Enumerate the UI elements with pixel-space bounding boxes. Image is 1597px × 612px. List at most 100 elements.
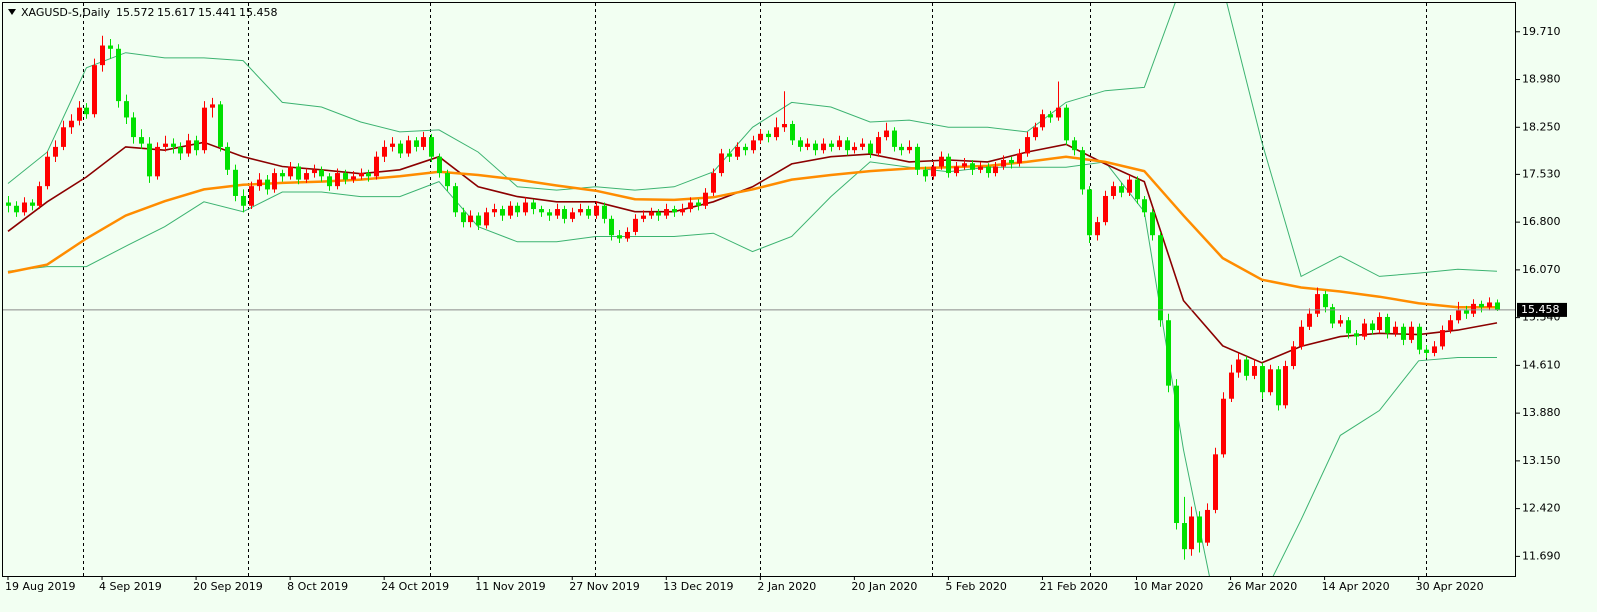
candle-body xyxy=(523,202,528,213)
candle-body xyxy=(735,146,740,157)
header-close: 15.458 xyxy=(239,6,278,19)
price-label-box xyxy=(1517,302,1567,317)
candle-body xyxy=(84,107,89,115)
candle-body xyxy=(978,166,983,170)
candle-body xyxy=(288,166,293,177)
candle-body xyxy=(860,143,865,147)
candle-body xyxy=(202,107,207,151)
candle-body xyxy=(876,137,881,154)
candle-body xyxy=(116,48,121,102)
candle-body xyxy=(1338,320,1343,324)
candle-body xyxy=(821,143,826,151)
candle-body xyxy=(570,212,575,219)
candle-body xyxy=(931,166,936,177)
indicator-line xyxy=(7,3,1498,278)
candle-body xyxy=(562,209,567,219)
candle-body xyxy=(241,195,246,206)
candle-body xyxy=(1323,294,1328,308)
price-label: 15.458 xyxy=(1521,303,1560,316)
candle-body xyxy=(656,212,661,216)
candle-body xyxy=(100,45,105,66)
candle-body xyxy=(1040,114,1045,128)
candle-body xyxy=(664,209,669,216)
candle-body xyxy=(461,212,466,223)
candle-body xyxy=(899,146,904,151)
indicator-line xyxy=(7,155,1497,309)
candle-body xyxy=(155,146,160,177)
candle-body xyxy=(555,209,560,216)
candle-body xyxy=(743,146,748,151)
candle-body xyxy=(233,169,238,196)
candle-body xyxy=(1276,369,1281,406)
candle-body xyxy=(868,143,873,154)
candle-body xyxy=(727,153,732,157)
candle-body xyxy=(986,166,991,174)
candle-body xyxy=(1307,313,1312,327)
y-tick-label: 12.420 xyxy=(1522,502,1561,515)
plot-area xyxy=(3,3,1515,576)
candle-body xyxy=(1182,523,1187,550)
symbol-title: XAGUSD-S,Daily xyxy=(21,6,111,19)
candle-body xyxy=(680,209,685,213)
candle-body xyxy=(437,156,442,174)
candle-body xyxy=(1456,310,1461,321)
candle-body xyxy=(1440,330,1445,347)
candle-body xyxy=(641,215,646,219)
candle-body xyxy=(343,173,348,180)
candle-body xyxy=(304,173,309,180)
candle-body xyxy=(1432,346,1437,353)
candle-body xyxy=(884,130,889,138)
x-tick-label: 14 Apr 2020 xyxy=(1322,580,1390,593)
candle-body xyxy=(1370,323,1375,331)
candle-body xyxy=(108,45,113,49)
candle-body xyxy=(1393,326,1398,334)
candle-body xyxy=(751,140,756,151)
candle-body xyxy=(218,104,223,147)
candle-body xyxy=(1033,127,1038,138)
candle-body xyxy=(1150,212,1155,236)
candle-body xyxy=(1127,179,1132,193)
candle-body xyxy=(1166,320,1171,386)
candle-body xyxy=(711,173,716,193)
candle-body xyxy=(1174,385,1179,524)
candle-body xyxy=(954,166,959,174)
candle-body xyxy=(37,186,42,206)
candle-body xyxy=(915,146,920,170)
menu-triangle[interactable] xyxy=(8,9,16,15)
candle-body xyxy=(547,212,552,216)
candle-body xyxy=(1354,333,1359,337)
x-tick-label: 11 Nov 2019 xyxy=(475,580,545,593)
candle-body xyxy=(1401,326,1406,340)
candle-body xyxy=(1158,235,1163,321)
y-tick-label: 16.800 xyxy=(1522,215,1561,228)
candle-body xyxy=(1291,346,1296,367)
candle-body xyxy=(625,231,630,239)
candle-body xyxy=(515,205,520,213)
candle-body xyxy=(1025,137,1030,154)
candle-body xyxy=(476,215,481,226)
x-tick-label: 5 Feb 2020 xyxy=(945,580,1006,593)
candle-body xyxy=(210,104,215,108)
candle-body xyxy=(1424,349,1429,353)
candle-body xyxy=(696,202,701,206)
candle-body xyxy=(366,173,371,177)
candle-body xyxy=(939,156,944,167)
header-low: 15.441 xyxy=(198,6,237,19)
x-tick-label: 13 Dec 2019 xyxy=(663,580,733,593)
candle-body xyxy=(946,156,951,174)
candle-body xyxy=(1377,316,1382,331)
candle-body xyxy=(53,146,58,157)
y-tick-label: 14.610 xyxy=(1522,358,1561,371)
y-tick-label: 13.880 xyxy=(1522,406,1561,419)
candle-body xyxy=(1087,189,1092,236)
x-tick-label: 4 Sep 2019 xyxy=(99,580,162,593)
candle-body xyxy=(30,202,35,206)
candle-body xyxy=(225,146,230,170)
candle-body xyxy=(617,235,622,239)
candle-body xyxy=(319,169,324,177)
candle-body xyxy=(1464,310,1469,314)
candle-body xyxy=(1346,320,1351,334)
candle-body xyxy=(719,153,724,174)
candle-body xyxy=(609,218,614,236)
